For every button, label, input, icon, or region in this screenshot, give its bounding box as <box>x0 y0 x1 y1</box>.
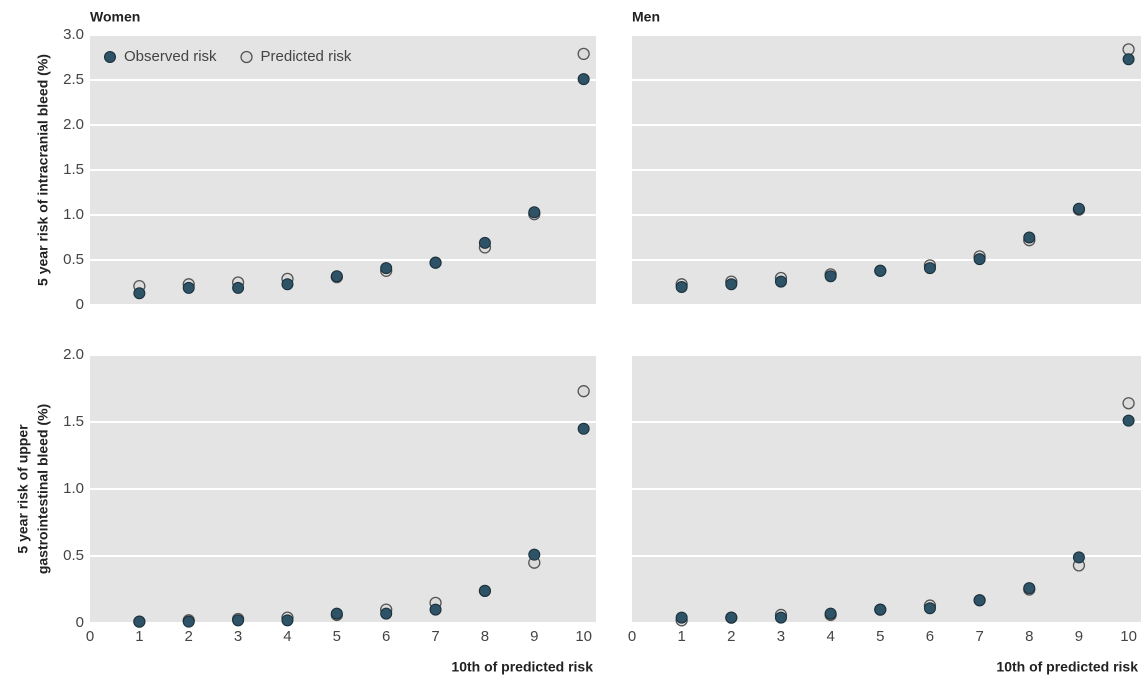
data-point <box>478 236 491 249</box>
x-tick-label: 7 <box>975 628 983 645</box>
data-point <box>577 422 590 435</box>
x-tick-label: 1 <box>135 628 143 645</box>
data-point <box>281 614 294 627</box>
panel-title: Men <box>632 9 660 25</box>
data-point <box>478 584 491 597</box>
data-point <box>133 287 146 300</box>
x-tick-label: 5 <box>876 628 884 645</box>
x-tick-label: 8 <box>481 628 489 645</box>
y-axis-label: 5 year risk of upper <box>15 424 31 554</box>
y-tick-label: 1.5 <box>63 161 84 178</box>
y-tick-label: 2.0 <box>63 346 84 363</box>
y-tick-label: 0.5 <box>63 547 84 564</box>
data-point <box>1122 414 1135 427</box>
x-tick-label: 2 <box>185 628 193 645</box>
x-tick-label: 0 <box>628 628 636 645</box>
x-tick-label: 1 <box>677 628 685 645</box>
y-tick-label: 1.0 <box>63 480 84 497</box>
x-axis-label: 10th of predicted risk <box>996 659 1138 675</box>
legend-label: Observed risk <box>124 48 217 65</box>
data-point <box>528 206 541 219</box>
data-point <box>675 611 688 624</box>
x-tick-label: 9 <box>1075 628 1083 645</box>
y-tick-label: 1.0 <box>63 206 84 223</box>
panel-title: Women <box>90 9 140 25</box>
data-point <box>824 270 837 283</box>
data-point <box>330 270 343 283</box>
data-point <box>232 281 245 294</box>
data-point <box>725 611 738 624</box>
x-tick-label: 3 <box>234 628 242 645</box>
data-point <box>874 264 887 277</box>
x-tick-label: 10 <box>1120 628 1137 645</box>
data-point <box>380 262 393 275</box>
data-point <box>330 607 343 620</box>
x-tick-label: 4 <box>826 628 834 645</box>
y-tick-label: 0 <box>76 296 84 313</box>
data-point <box>577 47 590 61</box>
y-tick-label: 1.5 <box>63 413 84 430</box>
data-point <box>429 603 442 616</box>
data-point <box>528 548 541 561</box>
data-point <box>182 281 195 294</box>
data-point <box>1122 43 1135 56</box>
y-axis-label: 5 year risk of intracranial bleed (%) <box>35 54 51 286</box>
legend-marker <box>240 50 253 64</box>
x-tick-label: 0 <box>86 628 94 645</box>
y-tick-label: 3.0 <box>63 26 84 43</box>
x-tick-label: 4 <box>283 628 291 645</box>
data-point <box>973 594 986 607</box>
x-tick-label: 6 <box>926 628 934 645</box>
data-point <box>874 603 887 616</box>
y-tick-label: 0 <box>76 614 84 631</box>
data-point <box>281 278 294 291</box>
data-point <box>923 262 936 275</box>
data-point <box>1023 582 1036 595</box>
data-point <box>1072 202 1085 215</box>
data-point <box>1023 231 1036 244</box>
y-tick-label: 2.5 <box>63 71 84 88</box>
legend-label: Predicted risk <box>261 48 352 65</box>
data-point <box>1122 397 1135 410</box>
data-point <box>923 602 936 615</box>
x-tick-label: 10 <box>575 628 592 645</box>
y-tick-label: 2.0 <box>63 116 84 133</box>
data-point <box>1122 53 1135 66</box>
x-tick-label: 5 <box>333 628 341 645</box>
data-point <box>133 615 146 628</box>
x-tick-label: 7 <box>431 628 439 645</box>
data-point <box>429 256 442 269</box>
x-tick-label: 2 <box>727 628 735 645</box>
data-point <box>725 278 738 291</box>
data-point <box>774 275 787 288</box>
data-point <box>824 607 837 620</box>
data-point <box>973 253 986 266</box>
data-point <box>232 614 245 627</box>
data-point <box>577 385 590 398</box>
data-point <box>1072 551 1085 564</box>
data-point <box>675 281 688 293</box>
legend-marker <box>104 51 116 63</box>
data-point <box>182 615 195 628</box>
x-axis-label: 10th of predicted risk <box>451 659 593 675</box>
x-tick-label: 3 <box>777 628 785 645</box>
data-point <box>577 73 590 86</box>
data-point <box>774 611 787 624</box>
x-tick-label: 8 <box>1025 628 1033 645</box>
x-tick-label: 6 <box>382 628 390 645</box>
y-axis-label: gastrointestinal bleed (%) <box>35 404 51 574</box>
y-tick-label: 0.5 <box>63 251 84 268</box>
data-point <box>380 607 393 620</box>
x-tick-label: 9 <box>530 628 538 645</box>
